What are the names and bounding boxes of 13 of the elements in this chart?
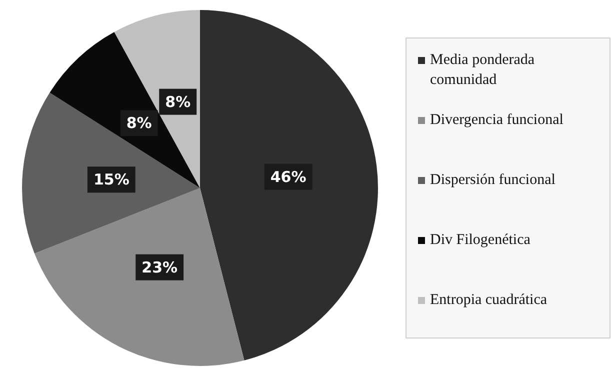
data-label: 23% — [142, 258, 178, 276]
legend-label: Entropia cuadrática — [430, 292, 548, 308]
pie-slice — [200, 10, 378, 360]
legend-label: Divergencia funcional — [430, 112, 564, 128]
pie-slice — [34, 188, 244, 366]
data-label: 8% — [126, 114, 152, 132]
legend-label: Div Filogenética — [430, 232, 531, 248]
data-label: 15% — [93, 170, 130, 189]
data-label: 8% — [165, 92, 191, 111]
legend-label: Dispersión funcional — [430, 172, 556, 188]
pie-slice — [22, 92, 200, 254]
legend-label: Media ponderada comunidad — [430, 52, 535, 88]
data-label: 46% — [270, 168, 306, 186]
